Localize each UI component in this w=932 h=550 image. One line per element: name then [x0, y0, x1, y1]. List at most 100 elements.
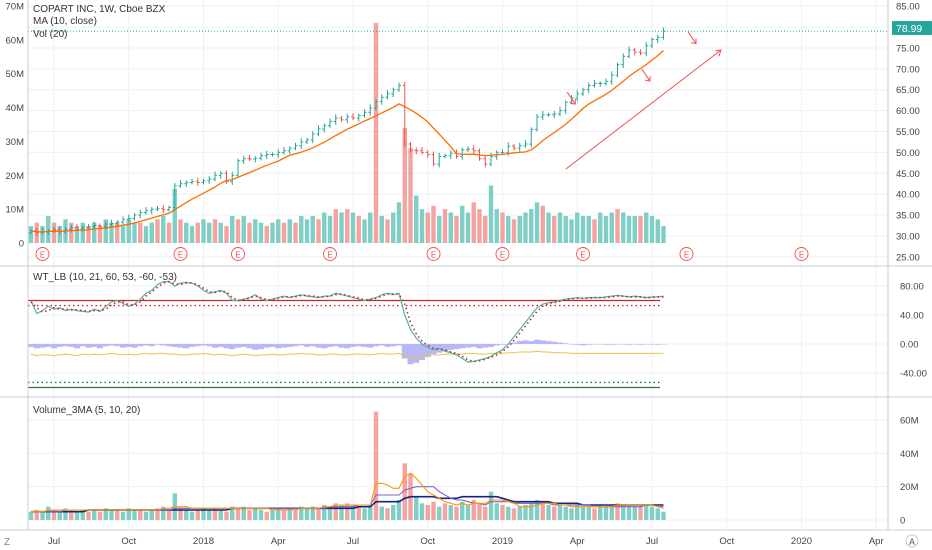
ma-legend[interactable]: MA (10, close) — [33, 16, 97, 27]
wt-hist-bar — [292, 344, 299, 347]
wt-hist-bar — [39, 344, 46, 348]
vol-legend[interactable]: Vol (20) — [33, 29, 67, 40]
volume3ma-bar — [477, 503, 482, 520]
volume3ma-legend[interactable]: Volume_3MA (5, 10, 20) — [33, 405, 140, 416]
volume3ma-bar — [632, 506, 637, 520]
wt-hist-bar — [298, 344, 305, 346]
earnings-badge — [495, 247, 510, 261]
volume-bar — [350, 212, 356, 243]
annotation-arrow — [566, 91, 576, 105]
volume-bar — [333, 209, 338, 243]
volume-bar — [454, 215, 459, 243]
volume3ma-bar — [494, 503, 499, 520]
volume3ma-bar — [281, 510, 287, 520]
volume-bar — [281, 222, 287, 243]
wt2-line — [30, 280, 664, 363]
price-tick-label: 35.00 — [896, 211, 920, 222]
volume3ma-bar — [552, 506, 557, 520]
wt-hist-bar — [545, 341, 552, 344]
earnings-badge-label: E — [235, 251, 240, 260]
wt-hist-bar — [447, 344, 454, 350]
volume-bar — [592, 219, 597, 243]
earnings-badge-label: E — [178, 251, 183, 260]
volume-bar — [74, 226, 80, 243]
volume-bar — [373, 22, 379, 243]
wt-hist-bar — [51, 344, 57, 349]
time-tick-label: 2019 — [492, 536, 513, 547]
volume3ma-bar — [557, 505, 563, 520]
volume3ma-bar — [569, 508, 574, 520]
volume-bar — [86, 226, 91, 243]
volume-bar — [598, 212, 603, 243]
wt-tick-label: 80.00 — [900, 282, 924, 293]
volume3ma-bar — [621, 505, 626, 520]
volume3ma-bar — [448, 505, 453, 520]
wt-hist-bar — [522, 340, 529, 344]
volume3ma-bar — [546, 505, 551, 520]
volume-bar — [339, 212, 344, 243]
earnings-badge — [426, 247, 441, 261]
volume-bar — [253, 219, 258, 243]
wt-hist-bar — [304, 344, 310, 347]
wt-hist-bar — [171, 344, 178, 347]
volume3ma-bar — [299, 506, 304, 520]
volume-bar — [230, 215, 235, 243]
wt-hist-bar — [68, 344, 75, 347]
volume3ma-bar — [586, 506, 591, 520]
volume3ma-bar — [126, 508, 131, 520]
volume3ma-bar — [339, 505, 344, 520]
zoom-reset-button[interactable]: Z — [4, 537, 10, 548]
price-candles[interactable] — [29, 27, 666, 236]
volume3ma-bar — [86, 511, 91, 520]
wt-hist-bar — [143, 344, 149, 346]
volume3ma-bar — [155, 508, 160, 520]
wt-hist-bar — [528, 341, 535, 344]
volume-bar — [345, 209, 350, 243]
wt-hist-bar — [252, 344, 259, 350]
volume3ma-bar — [327, 506, 333, 520]
volume3ma-bar — [368, 505, 373, 520]
volume3ma-bar — [517, 506, 522, 520]
volume3ma-bar — [166, 510, 172, 520]
volume-bar — [184, 222, 189, 243]
auto-scale-button[interactable] — [905, 534, 919, 548]
wt-hist-bar — [137, 344, 144, 347]
volume3ma-bar — [92, 510, 97, 520]
wt-hist-bar — [557, 342, 563, 344]
wt-hist-bar — [413, 344, 420, 363]
volume-bar — [299, 215, 304, 243]
price-tick-label: 40.00 — [896, 190, 920, 201]
wt-legend[interactable]: WT_LB (10, 21, 60, 53, -60, -53) — [33, 272, 177, 283]
wt-hist-bar — [373, 344, 379, 347]
volume3ma-bar — [626, 506, 632, 520]
volume-bar — [437, 215, 442, 243]
volume3ma-bar — [523, 505, 528, 520]
wt-hist-bar — [649, 344, 655, 345]
grid-lines — [28, 0, 888, 530]
time-tick-label: Oct — [719, 536, 734, 547]
volume3ma-bar — [333, 503, 338, 520]
volume-tick-label: 40M — [6, 103, 25, 114]
volume-bar — [120, 226, 126, 243]
volume-bar — [201, 219, 206, 243]
wt-hist-bar — [401, 344, 408, 359]
wt-hist-bar — [637, 344, 644, 345]
wt-hist-bar — [367, 344, 374, 348]
wt-hist-bar — [620, 344, 627, 345]
volume-bar — [293, 222, 298, 243]
earnings-badge-label: E — [799, 251, 804, 260]
price-tick-label: 30.00 — [896, 231, 920, 242]
wt-hist-bar — [33, 344, 40, 349]
volume3ma-bar — [80, 510, 85, 520]
wt-hist-bar — [223, 344, 230, 349]
wt-hist-bar — [79, 344, 86, 347]
volume3ma-bar — [74, 511, 80, 520]
volume3ma-bar — [304, 508, 310, 520]
wt-hist-bar — [108, 344, 115, 346]
volume3ma-bar — [34, 510, 39, 520]
wt-hist-bar — [281, 344, 287, 348]
volume-tick-label: 30M — [6, 137, 25, 148]
wt-hist-bar — [45, 344, 52, 347]
